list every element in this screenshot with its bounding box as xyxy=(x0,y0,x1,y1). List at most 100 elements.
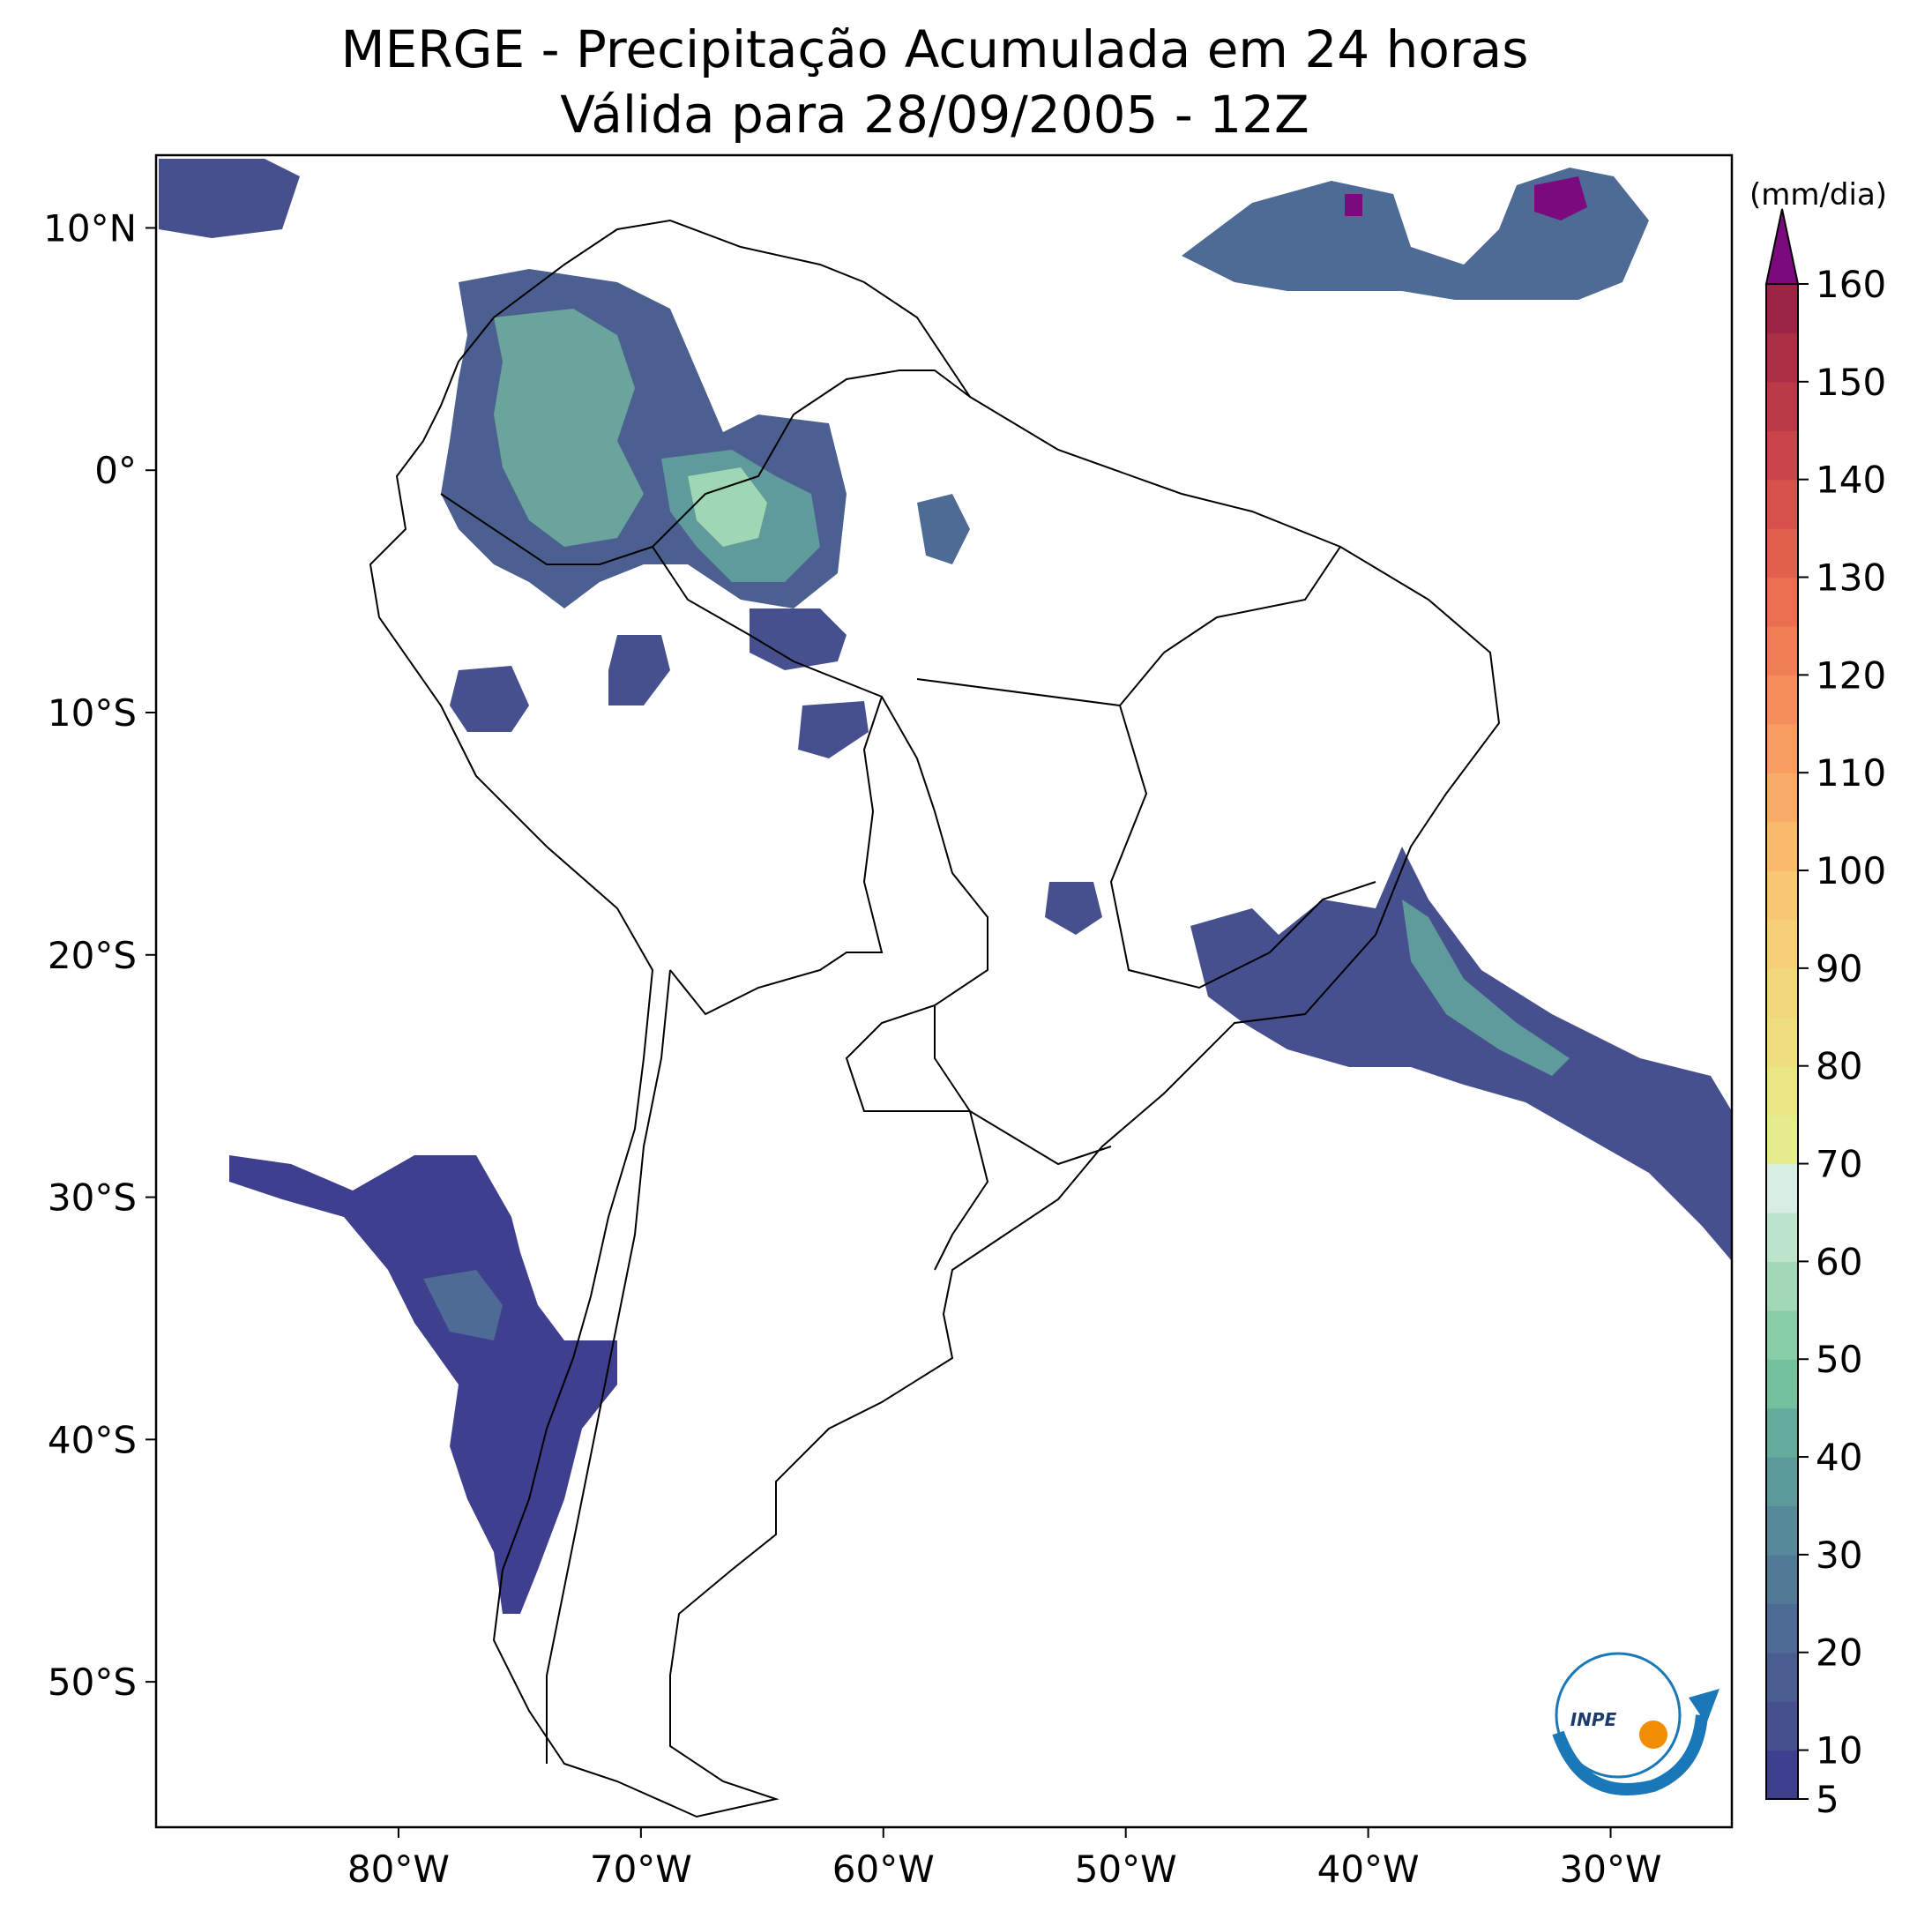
colorbar-band xyxy=(1766,1212,1798,1262)
colorbar-band xyxy=(1766,1261,1798,1311)
colorbar-band xyxy=(1766,967,1798,1018)
colorbar-band xyxy=(1766,1652,1798,1702)
y-axis-ticks: 10°N 0° 10°S 20°S 30°S 40°S 50°S xyxy=(43,206,156,1704)
inpe-logo: INPE xyxy=(1552,1652,1719,1795)
colorbar-band xyxy=(1766,479,1798,529)
colorbar-tick-label: 60 xyxy=(1816,1240,1862,1283)
colorbar-tick-label: 130 xyxy=(1816,556,1886,600)
colorbar-tick-label: 110 xyxy=(1816,751,1886,795)
colorbar-band xyxy=(1766,332,1798,383)
colorbar-band xyxy=(1766,528,1798,579)
colorbar-band xyxy=(1766,1750,1798,1800)
colorbar-tick-label: 50 xyxy=(1816,1338,1862,1381)
colorbar-band xyxy=(1766,430,1798,481)
precip-area-pacific-north xyxy=(159,159,300,238)
colorbar-band xyxy=(1766,919,1798,969)
precip-area-chile-mid xyxy=(423,1270,503,1340)
colorbar-band xyxy=(1766,1603,1798,1653)
x-tick-label: 40°W xyxy=(1317,1848,1420,1891)
x-tick-label: 80°W xyxy=(347,1848,450,1891)
colorbar-tick-label: 70 xyxy=(1816,1143,1862,1186)
colorbar-band xyxy=(1766,1017,1798,1067)
colorbar-band xyxy=(1766,625,1798,676)
colorbar-band xyxy=(1766,1115,1798,1165)
precip-area-southeast-brazil xyxy=(1190,847,1732,1261)
colorbar-band xyxy=(1766,1310,1798,1360)
border-brazil-states xyxy=(916,546,1376,989)
colorbar-tick-label: 5 xyxy=(1816,1778,1839,1821)
x-axis-ticks: 80°W 70°W 60°W 50°W 40°W 30°W xyxy=(347,1827,1662,1891)
colorbar-band xyxy=(1766,1554,1798,1604)
colorbar-tick-label: 140 xyxy=(1816,459,1886,502)
colorbar-ticks: 5 10 20 30 40 50 60 70 80 90 100 110 120 130 140 150 160 xyxy=(1798,263,1886,1821)
colorbar-tick-label: 90 xyxy=(1816,947,1862,990)
colorbar-band xyxy=(1766,723,1798,773)
y-tick-label: 50°S xyxy=(48,1661,137,1704)
border-uruguay xyxy=(934,1110,989,1271)
colorbar-band xyxy=(1766,1505,1798,1556)
colorbar-tick-label: 160 xyxy=(1816,263,1886,306)
x-tick-label: 70°W xyxy=(590,1848,692,1891)
border-brazil-north xyxy=(652,370,971,548)
border-bolivia xyxy=(669,696,884,1016)
border-brazil-west xyxy=(652,546,1112,1166)
precip-area-itcz-core-2 xyxy=(1345,194,1362,216)
precip-area-peru xyxy=(450,666,529,732)
colorbar-band xyxy=(1766,1065,1798,1116)
precip-area-para xyxy=(917,494,970,564)
map-panel xyxy=(156,155,1732,1827)
coastlines-borders xyxy=(369,219,1501,1818)
border-argentina-chile xyxy=(546,969,671,1764)
precip-area-itcz-core-1 xyxy=(1534,176,1587,220)
colorbar-band xyxy=(1766,284,1798,334)
precip-area-itcz xyxy=(1182,168,1649,300)
y-tick-label: 0° xyxy=(94,449,137,492)
precipitation-fields xyxy=(159,159,1732,1614)
precip-area-goias xyxy=(1045,882,1102,935)
colorbar-unit-label: (mm/dia) xyxy=(1749,177,1887,213)
colorbar-tick-label: 10 xyxy=(1816,1729,1862,1773)
precip-area-atlantic-front-core xyxy=(1402,900,1570,1076)
y-tick-label: 10°N xyxy=(43,206,137,250)
map-frame xyxy=(154,153,1734,1829)
colorbar-tick-label: 120 xyxy=(1816,653,1886,697)
y-tick-label: 20°S xyxy=(48,934,137,977)
colorbar-band xyxy=(1766,773,1798,823)
colorbar-band xyxy=(1766,1407,1798,1458)
precip-area-amazon-core xyxy=(688,467,767,547)
precip-area-south-amazon xyxy=(750,608,847,670)
south-america-coastline xyxy=(369,219,1501,1818)
x-tick-label: 60°W xyxy=(832,1848,935,1891)
colorbar-band xyxy=(1766,1457,1798,1507)
chart-title-line1: MERGE - Precipitação Acumulada em 24 hor… xyxy=(341,19,1529,79)
colorbar-bands xyxy=(1766,284,1798,1800)
colorbar-extend-triangle xyxy=(1764,208,1800,285)
border-peru-colombia xyxy=(440,493,653,565)
colorbar-tick-label: 40 xyxy=(1816,1436,1862,1479)
inpe-logo-text: INPE xyxy=(1570,1709,1617,1730)
x-tick-label: 50°W xyxy=(1075,1848,1177,1891)
colorbar-tick-label: 100 xyxy=(1816,849,1886,892)
x-tick-label: 30°W xyxy=(1560,1848,1662,1891)
precip-area-nw-core xyxy=(494,309,644,547)
colorbar-band xyxy=(1766,870,1798,921)
y-tick-label: 30°S xyxy=(48,1176,137,1220)
colorbar-tick-label: 20 xyxy=(1816,1631,1862,1675)
colorbar-band xyxy=(1766,675,1798,725)
y-tick-label: 10°S xyxy=(48,691,137,735)
precip-area-acre xyxy=(608,635,670,705)
border-paraguay xyxy=(845,1004,970,1112)
colorbar-band xyxy=(1766,577,1798,627)
colorbar-band xyxy=(1766,1701,1798,1751)
colorbar-tick-label: 150 xyxy=(1816,361,1886,404)
colorbar: 5 10 20 30 40 50 60 70 80 90 100 110 120 130 140 150 160… xyxy=(1749,177,1887,1821)
precip-area-chile-south xyxy=(229,1155,617,1614)
colorbar-tick-label: 80 xyxy=(1816,1045,1862,1088)
precip-area-rondonia xyxy=(798,701,869,758)
colorbar-tick-label: 30 xyxy=(1816,1534,1862,1577)
colorbar-band xyxy=(1766,381,1798,431)
colorbar-band xyxy=(1766,1163,1798,1213)
chart-title-line2: Válida para 28/09/2005 - 12Z xyxy=(560,85,1309,145)
y-tick-label: 40°S xyxy=(48,1418,137,1461)
